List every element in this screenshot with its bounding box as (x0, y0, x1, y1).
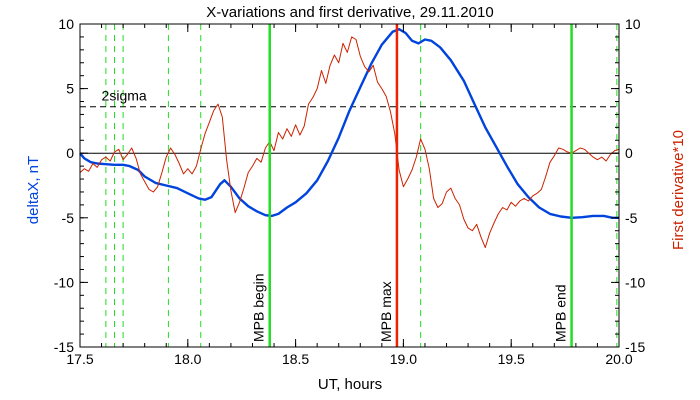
y-tick-label-right: 10 (625, 16, 641, 32)
y-tick-label-left: -10 (54, 274, 74, 290)
sigma-label: 2sigma (102, 88, 147, 104)
x-axis-label: UT, hours (318, 376, 382, 393)
mpb-marker-label: MPB begin (251, 274, 267, 342)
x-tick-label: 19.0 (390, 351, 417, 367)
y-tick-label-right: 5 (625, 81, 633, 97)
mpb-marker-label: MPB end (553, 284, 569, 342)
y-tick-label-right: 0 (625, 145, 633, 161)
x-tick-label: 17.5 (66, 351, 93, 367)
deltax-series-line (79, 28, 619, 219)
y-axis-label-left: deltaX, nT (25, 156, 42, 224)
y-tick-label-left: 5 (66, 81, 74, 97)
plot-frame (79, 23, 620, 348)
derivative-series-line (79, 36, 620, 248)
y-tick-label-left: 0 (66, 145, 74, 161)
x-tick-label: 19.5 (498, 351, 525, 367)
y-tick-label-right: -15 (625, 339, 645, 355)
x-tick-label: 18.5 (282, 351, 309, 367)
y-tick-label-right: -10 (625, 274, 645, 290)
plot-area: 2sigma MPB begin MPB max MPB end 17.5 18.0 18.… (54, 16, 646, 367)
chart-title: X-variations and first derivative, 29.11… (206, 4, 493, 21)
x-tick-label: 18.0 (174, 351, 201, 367)
y-tick-label-left: -15 (54, 339, 74, 355)
mpb-marker-label: MPB max (378, 281, 394, 342)
x-tick-label: 20.0 (605, 351, 632, 367)
y-tick-label-left: 10 (58, 16, 74, 32)
y-axis-label-right: First derivative*10 (670, 130, 687, 250)
y-tick-label-left: -5 (62, 210, 75, 226)
y-tick-label-right: -5 (625, 210, 638, 226)
